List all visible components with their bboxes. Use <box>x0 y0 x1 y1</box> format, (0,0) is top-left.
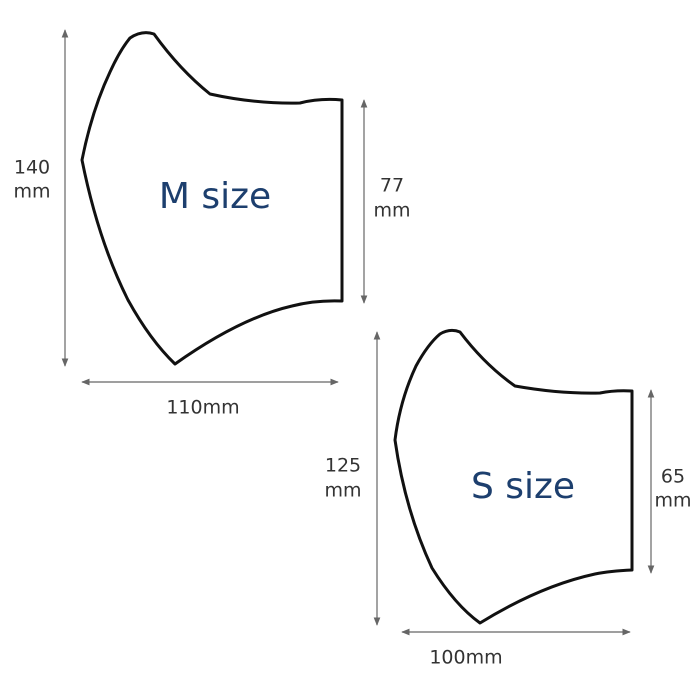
mask-outline <box>393 328 634 625</box>
width-label: 110mm <box>166 397 239 419</box>
height-unit: mm <box>13 181 50 203</box>
height-value: 125 <box>325 455 361 477</box>
side-value: 65 <box>661 466 685 488</box>
mask-outline <box>80 31 344 366</box>
height-value: 140 <box>14 157 50 179</box>
side-unit: mm <box>654 490 691 512</box>
side-unit: mm <box>373 200 410 222</box>
side-value: 77 <box>380 175 404 197</box>
height-unit: mm <box>324 480 361 502</box>
size-label: M size <box>159 176 271 217</box>
width-label: 100mm <box>429 647 502 669</box>
size-label: S size <box>471 466 575 507</box>
